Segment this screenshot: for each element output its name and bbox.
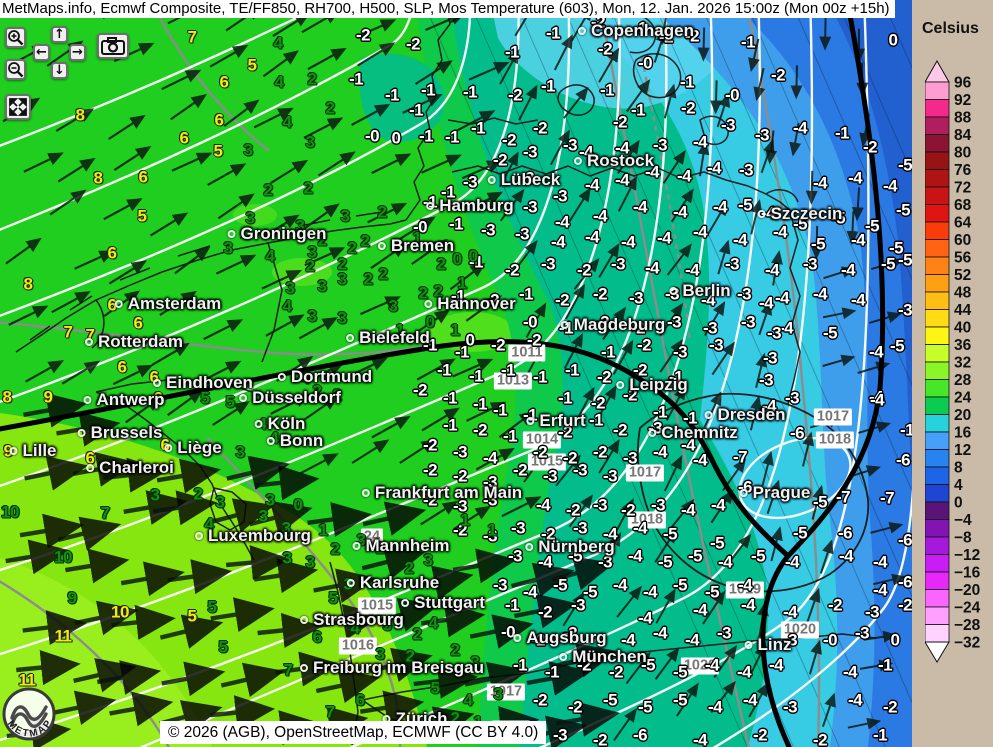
svg-text:76: 76 xyxy=(954,162,972,179)
svg-text:84: 84 xyxy=(954,127,972,144)
arrow-right-icon: → xyxy=(72,45,83,60)
svg-text:−20: −20 xyxy=(954,582,980,599)
pan-left-button[interactable]: ← xyxy=(33,44,50,61)
svg-text:4: 4 xyxy=(954,477,963,494)
svg-text:−28: −28 xyxy=(954,617,981,634)
pan-right-button[interactable]: → xyxy=(69,44,86,61)
svg-text:−8: −8 xyxy=(954,530,972,547)
svg-text:32: 32 xyxy=(954,355,971,372)
temperature-scale: 96 92 88 84 80 76 72 68 64 60 56 52 48 44 40 36 32 28 24 20… xyxy=(924,59,993,690)
wind-arrows xyxy=(2,0,907,747)
arrow-down-icon: ↓ xyxy=(54,63,65,78)
svg-text:28: 28 xyxy=(954,372,972,389)
svg-text:16: 16 xyxy=(954,425,972,442)
svg-text:80: 80 xyxy=(954,145,971,162)
svg-text:96: 96 xyxy=(954,75,972,92)
arrow-up-icon: ↑ xyxy=(54,27,65,42)
front-lines xyxy=(0,0,886,747)
svg-text:60: 60 xyxy=(954,232,971,249)
svg-text:68: 68 xyxy=(954,197,972,214)
camera-icon xyxy=(101,37,125,55)
magnifier-minus-icon xyxy=(8,62,24,78)
fullscreen-icon xyxy=(9,98,27,116)
streamlines xyxy=(422,0,912,747)
svg-text:0: 0 xyxy=(954,495,963,512)
arrow-left-icon: ← xyxy=(36,45,47,60)
svg-text:8: 8 xyxy=(954,460,963,477)
svg-text:92: 92 xyxy=(954,92,971,109)
fullscreen-button[interactable] xyxy=(5,94,31,120)
svg-text:64: 64 xyxy=(954,215,972,232)
svg-text:−32: −32 xyxy=(954,635,980,652)
svg-text:72: 72 xyxy=(954,180,971,197)
svg-text:20: 20 xyxy=(954,407,971,424)
svg-text:−24: −24 xyxy=(954,600,981,617)
svg-text:44: 44 xyxy=(954,302,972,319)
svg-text:40: 40 xyxy=(954,320,971,337)
attribution: © 2026 (AGB), OpenStreetMap, ECMWF (CC B… xyxy=(160,721,547,744)
legend-sidebar: Celsius 96 92 88 84 80 76 72 68 64 60 56 52 48 44 40 36… xyxy=(912,0,993,747)
weather-map[interactable]: 1011 1013 1014 1015 1017 1018 24 1015 1016 1017 10… xyxy=(0,0,912,747)
svg-text:−4: −4 xyxy=(954,512,972,529)
pan-down-button[interactable]: ↓ xyxy=(51,62,68,79)
pan-up-button[interactable]: ↑ xyxy=(51,26,68,43)
legend-unit-label: Celsius xyxy=(922,20,979,37)
zoom-in-button[interactable] xyxy=(5,27,26,48)
svg-text:52: 52 xyxy=(954,267,971,284)
zoom-out-button[interactable] xyxy=(5,59,26,80)
map-title-bar: MetMaps.info, Ecmwf Composite, TE/FF850,… xyxy=(0,0,895,18)
magnifier-plus-icon xyxy=(8,30,24,46)
svg-text:36: 36 xyxy=(954,337,972,354)
svg-text:−16: −16 xyxy=(954,565,981,582)
svg-text:88: 88 xyxy=(954,110,972,127)
svg-text:−12: −12 xyxy=(954,547,980,564)
svg-text:24: 24 xyxy=(954,390,972,407)
svg-text:56: 56 xyxy=(954,250,972,267)
snapshot-button[interactable] xyxy=(97,33,129,59)
map-graphics xyxy=(0,0,912,747)
svg-text:48: 48 xyxy=(954,285,972,302)
svg-text:12: 12 xyxy=(954,442,971,459)
metmaps-logo[interactable]: METMAPS xyxy=(1,686,59,746)
